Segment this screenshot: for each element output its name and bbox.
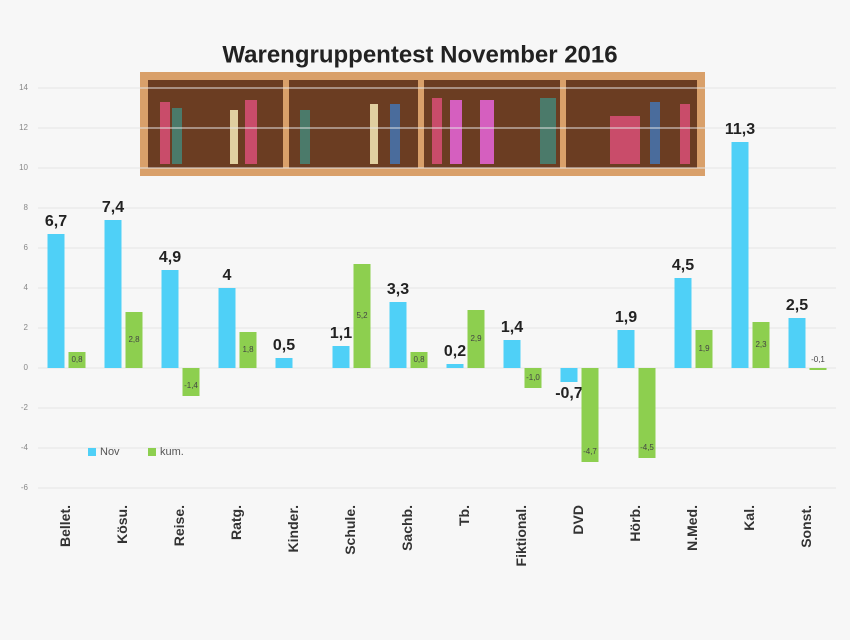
x-tick-label: Sachb.	[399, 505, 415, 551]
data-label: 1,9	[698, 344, 710, 353]
data-label: 0,2	[444, 343, 466, 360]
bar	[809, 368, 827, 370]
bar	[524, 368, 542, 388]
data-label: 1,1	[330, 325, 352, 342]
bar	[410, 352, 428, 368]
data-label: -4,7	[583, 447, 597, 456]
data-label: 1,8	[242, 345, 254, 354]
bar	[752, 322, 770, 368]
data-label: 0,8	[71, 355, 83, 364]
bar	[467, 310, 485, 368]
bar	[332, 346, 350, 368]
y-tick-label: 12	[19, 123, 28, 132]
data-label: 0,8	[413, 355, 425, 364]
bar	[68, 352, 86, 368]
bookshelf-image	[140, 72, 705, 176]
data-label: 4,5	[672, 257, 694, 274]
x-tick-label: Reise.	[171, 505, 187, 546]
x-tick-label: Kal.	[741, 505, 757, 531]
y-tick-label: -4	[21, 443, 29, 452]
data-label: 3,3	[387, 281, 409, 298]
x-tick-label: Kösu.	[114, 505, 130, 544]
bar	[695, 330, 713, 368]
data-label: 11,3	[725, 121, 755, 138]
chart-title: Warengruppentest November 2016	[222, 41, 617, 68]
data-label: 1,9	[615, 309, 637, 326]
x-tick-label: Bellet.	[57, 505, 73, 547]
data-label: 2,8	[128, 335, 140, 344]
data-label: -1,0	[526, 373, 540, 382]
bar	[446, 364, 464, 368]
legend-label: kum.	[160, 446, 184, 458]
y-tick-label: 0	[24, 363, 29, 372]
bar	[353, 264, 371, 368]
x-tick-label: Kinder.	[285, 505, 301, 552]
y-tick-label: 14	[19, 83, 28, 92]
data-label: 0,5	[273, 337, 295, 354]
data-label: -4,5	[640, 443, 654, 452]
x-tick-label: Schule.	[342, 505, 358, 555]
x-tick-label: Sonst.	[798, 505, 814, 548]
x-tick-label: Tb.	[456, 505, 472, 526]
x-tick-label: Ratg.	[228, 505, 244, 540]
bar	[275, 358, 293, 368]
y-tick-label: -6	[21, 483, 29, 492]
x-tick-label: DVD	[570, 505, 586, 535]
data-label: 4	[223, 267, 232, 284]
legend-swatch	[148, 448, 156, 456]
bar	[503, 340, 521, 368]
bar	[731, 142, 749, 368]
x-tick-label: N.Med.	[684, 505, 700, 551]
y-tick-label: 2	[24, 323, 29, 332]
y-tick-label: 6	[24, 243, 29, 252]
bar	[125, 312, 143, 368]
data-label: 7,4	[102, 199, 124, 216]
data-label: 2,9	[470, 334, 482, 343]
data-label: 1,4	[501, 319, 523, 336]
plot-area: -6 -4 -2 0 2 4 6 8 10 12 14 6,7 7,4 4,9 4 0,5 1,1 3,3 0,2 1…	[19, 83, 836, 566]
data-label: 2,5	[786, 297, 808, 314]
legend-swatch	[88, 448, 96, 456]
data-label: -0,1	[811, 355, 825, 364]
bar	[389, 302, 407, 368]
bar	[182, 368, 200, 396]
bar	[674, 278, 692, 368]
data-label: 5,2	[356, 311, 368, 320]
y-tick-label: 4	[24, 283, 29, 292]
bar	[239, 332, 257, 368]
bar	[104, 220, 122, 368]
data-label: -0,7	[555, 385, 583, 402]
legend-label: Nov	[100, 446, 120, 458]
bar	[47, 234, 65, 368]
bar	[560, 368, 578, 382]
bar	[788, 318, 806, 368]
bar	[638, 368, 656, 458]
data-label: 4,9	[159, 249, 181, 266]
bar	[161, 270, 179, 368]
x-tick-label: Hörb.	[627, 505, 643, 542]
bar	[218, 288, 236, 368]
y-tick-label: 10	[19, 163, 28, 172]
x-tick-label: Fiktional.	[513, 505, 529, 566]
data-label: -1,4	[184, 381, 198, 390]
data-label: 2,3	[755, 340, 767, 349]
bar	[617, 330, 635, 368]
y-tick-label: -2	[21, 403, 29, 412]
bar	[581, 368, 599, 462]
data-label: 6,7	[45, 213, 67, 230]
y-tick-label: 8	[24, 203, 29, 212]
